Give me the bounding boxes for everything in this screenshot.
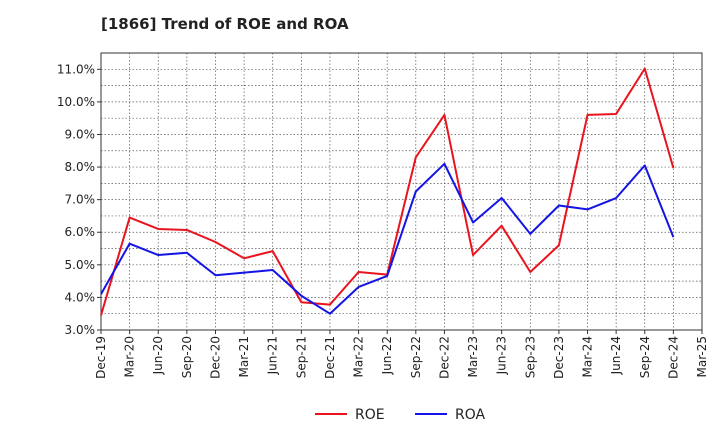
y-tick-label: 7.0% — [65, 193, 96, 207]
x-tick-label: Mar-23 — [466, 336, 480, 377]
x-tick-label: Mar-24 — [581, 336, 595, 377]
y-tick-label: 9.0% — [65, 127, 96, 141]
x-tick-label: Dec-21 — [323, 336, 337, 379]
x-tick-label: Mar-25 — [695, 336, 709, 377]
x-tick-label: Dec-19 — [94, 336, 108, 379]
x-tick-label: Sep-21 — [294, 336, 308, 378]
x-tick-label: Sep-23 — [523, 336, 537, 378]
y-tick-label: 11.0% — [57, 62, 95, 76]
x-tick-label: Sep-20 — [180, 336, 194, 378]
x-tick-label: Dec-23 — [552, 336, 566, 379]
y-tick-label: 6.0% — [65, 225, 96, 239]
plot-area — [101, 53, 702, 330]
legend-label-roa: ROA — [455, 407, 486, 423]
x-tick-label: Jun-22 — [380, 336, 394, 375]
x-tick-label: Dec-24 — [666, 336, 680, 379]
x-tick-label: Sep-22 — [409, 336, 423, 378]
y-tick-label: 4.0% — [65, 290, 96, 304]
y-tick-label: 5.0% — [65, 258, 96, 272]
plot-frame — [100, 52, 703, 331]
x-tick-label: Dec-20 — [208, 336, 222, 379]
y-tick-label: 3.0% — [65, 323, 96, 337]
x-tick-label: Jun-21 — [266, 336, 280, 375]
chart-title: [1866] Trend of ROE and ROA — [101, 15, 349, 33]
y-tick-label: 10.0% — [57, 95, 95, 109]
x-tick-label: Mar-21 — [237, 336, 251, 377]
x-tick-label: Mar-22 — [352, 336, 366, 377]
x-tick-label: Mar-20 — [123, 336, 137, 377]
x-tick-label: Dec-22 — [437, 336, 451, 379]
x-tick-label: Jun-24 — [609, 336, 623, 375]
x-tick-label: Sep-24 — [638, 336, 652, 378]
x-tick-label: Jun-23 — [495, 336, 509, 375]
legend-label-roe: ROE — [355, 407, 385, 423]
x-tick-label: Jun-20 — [151, 336, 165, 375]
y-tick-label: 8.0% — [65, 160, 96, 174]
